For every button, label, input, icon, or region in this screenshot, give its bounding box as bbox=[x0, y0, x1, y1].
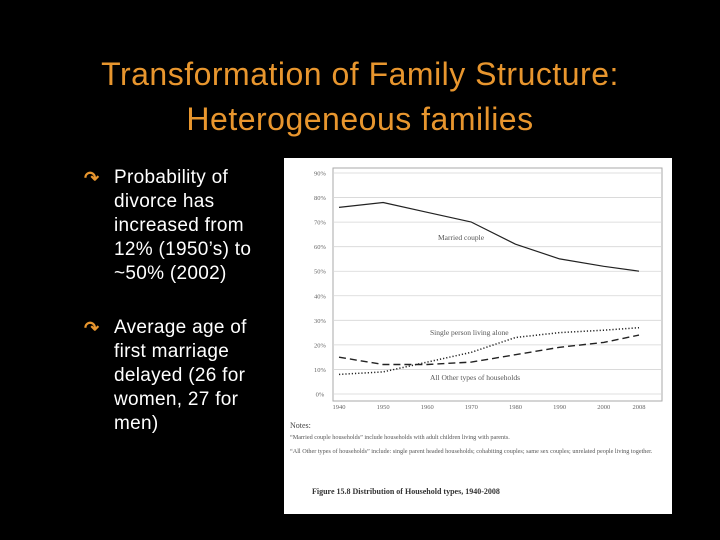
figure-image: 0% 10% 20% 30% 40% 50% 60% 70% 80% 90% 1940 1950 19… bbox=[284, 158, 672, 514]
x-tick-label: 1990 bbox=[553, 404, 566, 411]
y-tick-label: 10% bbox=[314, 367, 327, 374]
y-tick-label: 0% bbox=[316, 392, 325, 399]
notes-heading: Notes: bbox=[290, 421, 311, 430]
household-chart: 0% 10% 20% 30% 40% 50% 60% 70% 80% 90% 1940 1950 19… bbox=[290, 167, 663, 496]
series-label-married: Married couple bbox=[438, 233, 485, 242]
bullet-item: ↷ Probability of divorce has increased f… bbox=[84, 166, 284, 286]
x-tick-label: 1940 bbox=[333, 404, 346, 411]
series-label-other: All Other types of households bbox=[430, 373, 520, 382]
bullet-item: ↷ Average age of first marriage delayed … bbox=[84, 316, 284, 436]
figure-caption: Figure 15.8 Distribution of Household ty… bbox=[312, 487, 500, 496]
series-line-1 bbox=[338, 326, 640, 376]
curved-arrow-icon: ↷ bbox=[84, 318, 100, 338]
y-tick-label: 70% bbox=[314, 220, 327, 227]
x-tick-label: 1970 bbox=[465, 404, 478, 411]
x-tick-label: 1980 bbox=[509, 404, 522, 411]
slide-title: Transformation of Family Structure: Hete… bbox=[0, 52, 720, 142]
x-tick-label: 1950 bbox=[377, 404, 390, 411]
plot-frame bbox=[332, 167, 663, 402]
series-label-single: Single person living alone bbox=[430, 328, 509, 337]
title-line-1: Transformation of Family Structure: bbox=[101, 56, 619, 92]
y-tick-label: 30% bbox=[314, 318, 327, 325]
x-tick-label: 2008 bbox=[633, 404, 646, 411]
y-tick-label: 80% bbox=[314, 195, 327, 202]
y-tick-label: 40% bbox=[314, 293, 327, 300]
note-1: “Married couple households” include hous… bbox=[290, 434, 510, 441]
title-line-2: Heterogeneous families bbox=[186, 101, 534, 137]
series-line-2 bbox=[338, 334, 640, 366]
bullet-text: Probability of divorce has increased fro… bbox=[114, 167, 252, 284]
y-tick-label: 60% bbox=[314, 244, 327, 251]
bullet-text: Average age of first marriage delayed (2… bbox=[114, 317, 247, 434]
y-tick-label: 90% bbox=[314, 171, 327, 178]
y-tick-label: 20% bbox=[314, 342, 327, 349]
bullet-list: ↷ Probability of divorce has increased f… bbox=[84, 166, 284, 466]
y-tick-label: 50% bbox=[314, 269, 327, 276]
x-tick-label: 2000 bbox=[597, 404, 610, 411]
series-line-0 bbox=[338, 201, 640, 272]
x-tick-label: 1960 bbox=[421, 404, 434, 411]
curved-arrow-icon: ↷ bbox=[84, 168, 100, 188]
note-2: “All Other types of households” include:… bbox=[290, 448, 653, 455]
